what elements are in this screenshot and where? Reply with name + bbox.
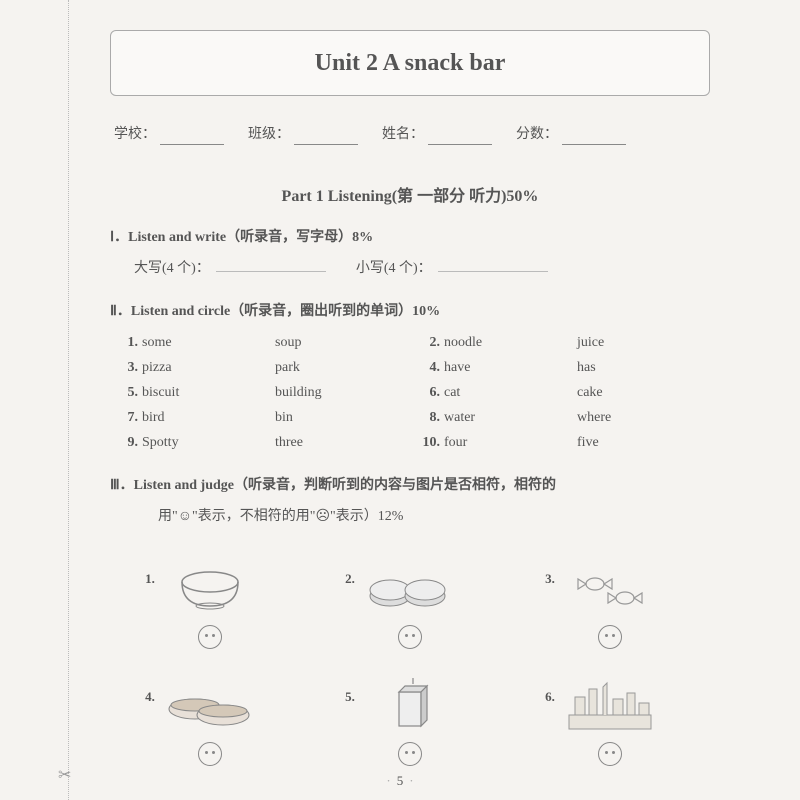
face-icon[interactable] bbox=[198, 625, 222, 649]
name-field: 姓名： bbox=[382, 124, 492, 145]
word-number: 3. bbox=[114, 357, 142, 378]
word-number: 9. bbox=[114, 432, 142, 453]
judge-number: 3. bbox=[475, 569, 625, 589]
word-option: pizza bbox=[142, 357, 275, 378]
unit-title: Unit 2 A snack bar bbox=[315, 50, 506, 76]
word-option: five bbox=[577, 432, 710, 453]
scissors-icon: ✂ bbox=[58, 764, 71, 788]
judge-item: 2. bbox=[335, 541, 485, 649]
word-option: cat bbox=[444, 382, 577, 403]
face-icon[interactable] bbox=[198, 742, 222, 766]
word-number: 7. bbox=[114, 407, 142, 428]
cut-line bbox=[68, 0, 69, 800]
word-option: cake bbox=[577, 382, 710, 403]
upper-blank[interactable] bbox=[216, 258, 326, 272]
section2-title: Ⅱ．Listen and circle（听录音，圈出听到的单词）10% bbox=[110, 301, 710, 322]
word-number: 2. bbox=[408, 332, 444, 353]
judge-number: 4. bbox=[75, 687, 225, 707]
face-icon[interactable] bbox=[398, 742, 422, 766]
school-blank[interactable] bbox=[160, 130, 224, 145]
class-field: 班级： bbox=[248, 124, 358, 145]
word-option: biscuit bbox=[142, 382, 275, 403]
word-number: 6. bbox=[408, 382, 444, 403]
word-option: three bbox=[275, 432, 408, 453]
word-option: noodle bbox=[444, 332, 577, 353]
unit-title-box: Unit 2 A snack bar bbox=[110, 30, 710, 96]
judge-item: 3. bbox=[535, 541, 685, 649]
word-option: juice bbox=[577, 332, 710, 353]
judge-number: 2. bbox=[275, 569, 425, 589]
lower-blank[interactable] bbox=[438, 258, 548, 272]
name-blank[interactable] bbox=[428, 130, 492, 145]
judge-item: 5. bbox=[335, 659, 485, 767]
face-icon[interactable] bbox=[598, 742, 622, 766]
score-blank[interactable] bbox=[562, 130, 626, 145]
word-grid: 1.somesoup2.noodlejuice 3.pizzapark4.have… bbox=[110, 332, 710, 453]
word-option: bird bbox=[142, 407, 275, 428]
word-option: soup bbox=[275, 332, 408, 353]
word-option: some bbox=[142, 332, 275, 353]
word-option: where bbox=[577, 407, 710, 428]
page-number: 5 bbox=[380, 771, 419, 791]
word-number: 8. bbox=[408, 407, 444, 428]
word-number: 10. bbox=[408, 432, 444, 453]
word-option: have bbox=[444, 357, 577, 378]
word-option: bin bbox=[275, 407, 408, 428]
word-number: 1. bbox=[114, 332, 142, 353]
word-option: building bbox=[275, 382, 408, 403]
upper-label: 大写(4 个)： bbox=[134, 261, 210, 276]
section1-blanks: 大写(4 个)： 小写(4 个)： bbox=[110, 258, 710, 279]
lower-label: 小写(4 个)： bbox=[356, 261, 432, 276]
judge-number: 5. bbox=[275, 687, 425, 707]
section3-title-line2: 用"☺"表示，不相符的用"☹"表示）12% bbox=[110, 506, 710, 527]
word-option: park bbox=[275, 357, 408, 378]
word-number: 4. bbox=[408, 357, 444, 378]
judge-item: 1. bbox=[135, 541, 285, 649]
word-option: four bbox=[444, 432, 577, 453]
word-option: water bbox=[444, 407, 577, 428]
section3-title: Ⅲ．Listen and judge（听录音，判断听到的内容与图片是否相符，相符… bbox=[110, 475, 710, 496]
section1-title: Ⅰ．Listen and write（听录音，写字母）8% bbox=[110, 227, 710, 248]
face-icon[interactable] bbox=[598, 625, 622, 649]
part1-title: Part 1 Listening(第 一部分 听力)50% bbox=[110, 185, 710, 209]
word-option: Spotty bbox=[142, 432, 275, 453]
judge-item: 6. bbox=[535, 659, 685, 767]
class-blank[interactable] bbox=[294, 130, 358, 145]
judge-number: 6. bbox=[475, 687, 625, 707]
word-option: has bbox=[577, 357, 710, 378]
judge-item: 4. bbox=[135, 659, 285, 767]
judge-row-2: 4.5.6. bbox=[110, 659, 710, 767]
school-field: 学校： bbox=[114, 124, 224, 145]
score-field: 分数： bbox=[516, 124, 626, 145]
student-info-row: 学校： 班级： 姓名： 分数： bbox=[110, 124, 710, 145]
face-icon[interactable] bbox=[398, 625, 422, 649]
word-number: 5. bbox=[114, 382, 142, 403]
judge-row-1: 1.2.3. bbox=[110, 541, 710, 649]
judge-number: 1. bbox=[75, 569, 225, 589]
